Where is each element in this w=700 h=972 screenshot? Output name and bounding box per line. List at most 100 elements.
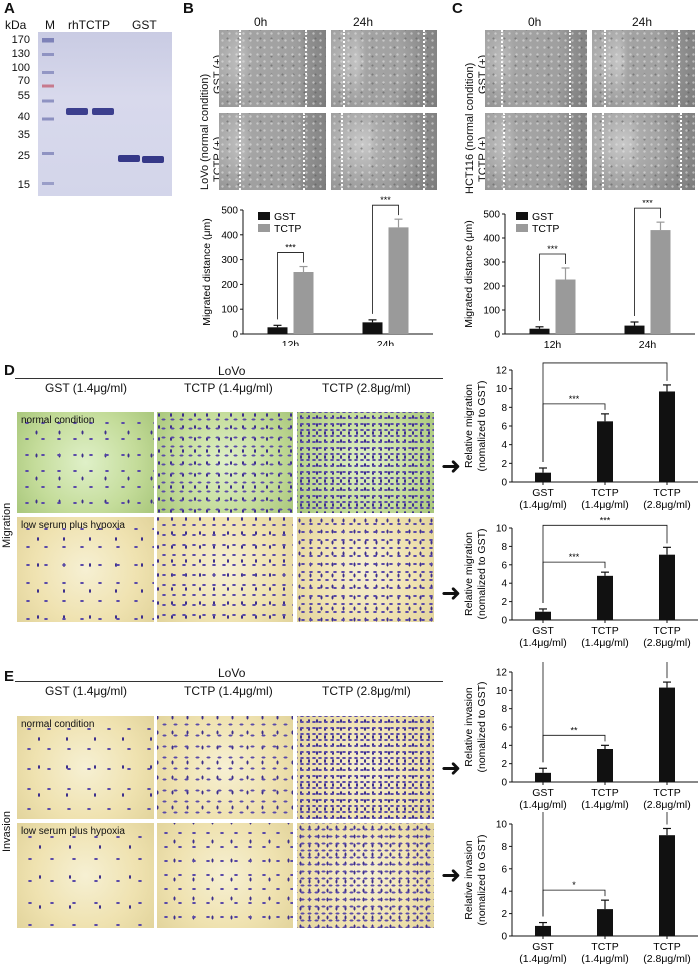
marker-170: 170: [11, 34, 30, 46]
d-col-tctp14: TCTP (1.4μg/ml): [184, 381, 273, 395]
y-axis-label-line: Migrated distance (μm): [463, 220, 475, 328]
b-image-gst-0h: [219, 30, 326, 107]
bar-tctp-24h: [650, 230, 671, 334]
bar-2: [659, 391, 675, 482]
x-tick-label: (1.4μg/ml): [519, 799, 566, 811]
bar-tctp-12h: [555, 279, 576, 334]
significance-bracket: [539, 253, 566, 321]
c-col-24h: 24h: [632, 15, 653, 29]
y-tick-label: 0: [501, 778, 507, 789]
x-tick-label: (1.4μg/ml): [519, 637, 566, 649]
e-col-gst: GST (1.4μg/ml): [45, 684, 128, 698]
d-image-hypoxia-gst: [17, 517, 154, 622]
c-cell-line: HCT116 (normal condition): [464, 62, 476, 194]
bar-1: [597, 575, 613, 620]
lane-label-rhtctp: rhTCTP: [68, 18, 110, 32]
bar-gst-12h: [529, 328, 550, 334]
legend-swatch-tctp: [258, 224, 270, 232]
significance-label: ***: [600, 358, 611, 363]
x-tick-label: (1.4μg/ml): [581, 499, 628, 511]
y-tick-label: 0: [501, 478, 507, 489]
significance-label: ***: [380, 196, 391, 205]
y-tick-label: 8: [501, 704, 507, 715]
y-axis-label: Relative migration(nomalized to GST): [463, 528, 488, 619]
x-tick-label: 12h: [282, 339, 300, 346]
y-axis-label: Migrated distance (μm): [463, 220, 475, 328]
marker-scale: 170 130 100 70 55 40 35 25 15: [0, 32, 38, 196]
y-tick-label: 4: [501, 887, 507, 898]
bar-1: [597, 909, 613, 936]
chart-b: 0 100 200 300 400 500 Migrated distance (μm) 12…: [201, 196, 433, 346]
rhtctp-band-1: [66, 108, 88, 115]
d-col-tctp28: TCTP (2.8μg/ml): [322, 381, 411, 395]
c-image-gst-0h: [485, 30, 587, 107]
d-row-label: Migration: [1, 502, 13, 548]
d-image-hypoxia-tctp14: [157, 517, 293, 622]
e-row-label: Invasion: [1, 811, 13, 852]
y-tick-label: 12: [496, 366, 508, 377]
y-tick-label: 2: [501, 459, 507, 470]
significance-label: ***: [547, 244, 558, 254]
e-image-normal-gst: [17, 716, 154, 819]
y-tick-label: 12: [496, 668, 508, 679]
marker-40: 40: [17, 111, 30, 123]
bar-gst-24h: [624, 325, 645, 334]
e-cond-normal: normal condition: [21, 719, 95, 730]
y-tick-label: 200: [221, 280, 238, 291]
y-tick-label: 500: [483, 210, 500, 221]
bar-1: [597, 749, 613, 782]
y-tick-label: 300: [483, 258, 500, 269]
y-axis-label: Relative migration(nomalized to GST): [463, 380, 488, 471]
chart-e-hypoxia: 0 2 4 6 8 10 Relative invasion(nomalized to GS…: [463, 812, 698, 965]
x-tick-label: TCTP: [653, 787, 680, 799]
y-tick-label: 500: [221, 206, 238, 217]
x-tick-label: GST: [532, 487, 554, 499]
legend-label-gst: GST: [532, 211, 554, 223]
d-image-hypoxia-tctp28: [297, 517, 434, 622]
x-tick-label: 24h: [377, 339, 395, 346]
x-tick-label: (1.4μg/ml): [581, 637, 628, 649]
significance-bracket: [542, 561, 606, 603]
d-col-gst: GST (1.4μg/ml): [45, 381, 128, 395]
bar-gst-24h: [362, 322, 383, 334]
d-image-normal-tctp28: [297, 412, 434, 513]
x-tick-label: GST: [532, 941, 554, 953]
x-tick-label: GST: [532, 625, 554, 637]
significance-bracket: [277, 252, 304, 320]
significance-bracket: [542, 403, 606, 462]
significance-label: ***: [285, 243, 296, 253]
y-axis-label: Relative invasion(nomalized to GST): [463, 681, 488, 772]
lane-label-gst: GST: [132, 18, 157, 32]
b-col-24h: 24h: [353, 15, 374, 29]
y-tick-label: 100: [221, 305, 238, 316]
e-arrow-hypoxia-icon: ➜: [441, 862, 462, 889]
b-col-0h: 0h: [254, 15, 268, 29]
e-image-normal-tctp28: [297, 716, 434, 819]
e-col-tctp28: TCTP (2.8μg/ml): [322, 684, 411, 698]
lane-label-m: M: [45, 18, 55, 32]
chart-d-hypoxia: 0 2 4 6 8 10 Relative migration(nomalized to G…: [463, 516, 698, 649]
y-tick-label: 4: [501, 579, 507, 590]
x-tick-label: (2.8μg/ml): [643, 953, 690, 965]
chart-e-normal: 0 2 4 6 8 10 12 Relative invasion(nomalized to …: [463, 662, 698, 811]
c-image-gst-24h: [592, 30, 695, 107]
y-tick-label: 6: [501, 864, 507, 875]
y-tick-label: 6: [501, 422, 507, 433]
d-cond-hypoxia: low serum plus hypoxia: [21, 520, 125, 531]
legend-swatch-gst: [516, 212, 528, 220]
y-axis-label-line: Relative invasion: [463, 840, 475, 920]
y-tick-label: 10: [496, 524, 508, 535]
d-arrow-hypoxia-icon: ➜: [441, 580, 462, 607]
panel-d-label: D: [4, 362, 15, 379]
y-axis-label-line: Relative migration: [463, 532, 475, 616]
y-tick-label: 10: [496, 820, 508, 831]
e-image-hypoxia-tctp14: [157, 823, 293, 928]
y-tick-label: 8: [501, 403, 507, 414]
y-tick-label: 0: [501, 932, 507, 943]
significance-bracket: [542, 812, 668, 917]
y-tick-label: 2: [501, 759, 507, 770]
bar-1: [597, 421, 613, 482]
marker-100: 100: [11, 62, 30, 74]
significance-bracket: [372, 204, 399, 314]
marker-55: 55: [17, 90, 30, 102]
